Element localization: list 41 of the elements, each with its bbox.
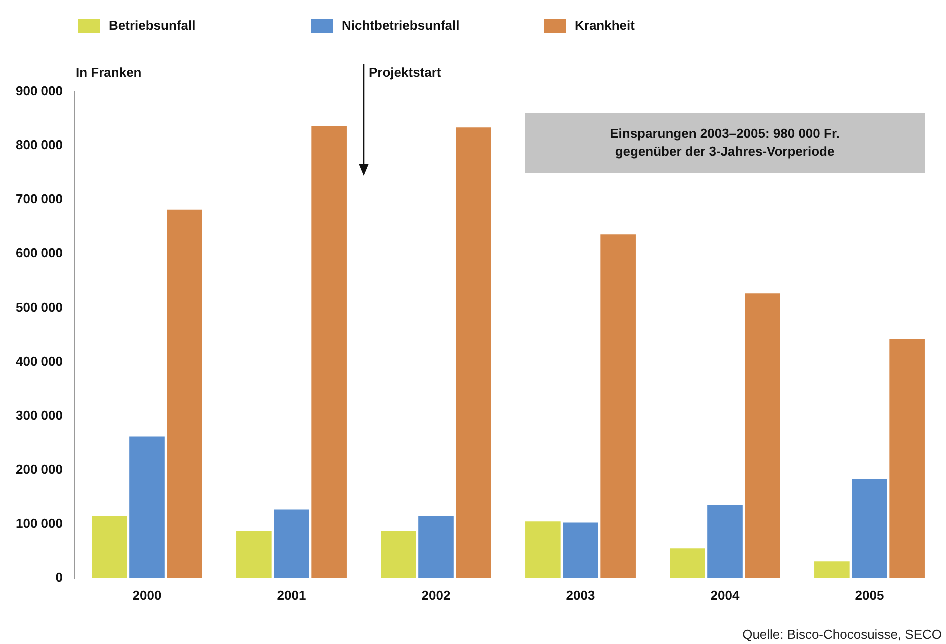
y-tick-label: 600 000 (16, 246, 63, 261)
x-tick-label: 2002 (422, 588, 451, 603)
y-axis-title: In Franken (76, 65, 142, 80)
note-box: Einsparungen 2003–2005: 980 000 Fr. gegenüber der 3-Jahres-Vorperiode (525, 113, 925, 173)
bar (92, 516, 128, 578)
y-tick-label: 300 000 (16, 408, 63, 423)
x-tick-label: 2001 (277, 588, 306, 603)
y-tick-label: 100 000 (16, 516, 63, 531)
bar (745, 294, 780, 578)
bar (236, 531, 272, 578)
bar (312, 126, 347, 578)
x-tick-label: 2003 (566, 588, 596, 603)
text: Projektstart (368, 65, 442, 80)
bar (418, 516, 454, 578)
y-tick-label: 700 000 (16, 192, 63, 207)
bar (814, 562, 850, 578)
source-note: Quelle: Bisco-Chocosuisse, SECO (742, 627, 942, 642)
bar (670, 548, 706, 578)
x-tick-label: 2005 (855, 588, 884, 603)
y-tick-label: 800 000 (16, 138, 63, 153)
bar (563, 522, 598, 578)
y-tick-label: 500 000 (16, 300, 63, 315)
bar (167, 210, 202, 578)
bar (708, 505, 743, 578)
bar (890, 340, 925, 578)
y-tick-label: 200 000 (16, 462, 63, 477)
legend-label: Krankheit (575, 18, 635, 33)
bar (274, 510, 310, 578)
legend-label: Betriebsunfall (109, 18, 196, 33)
bar (381, 531, 416, 578)
bar (526, 522, 561, 578)
x-tick-label: 2000 (132, 588, 162, 603)
y-tick-label: 0 (56, 570, 63, 585)
bar (456, 128, 492, 578)
y-tick-label: 400 000 (16, 354, 63, 369)
x-tick-label: 2004 (710, 588, 740, 603)
y-tick-label: 900 000 (16, 84, 63, 99)
bar (130, 436, 165, 578)
bar (852, 480, 888, 578)
legend-label: Nichtbetriebsunfall (342, 18, 460, 33)
bar (600, 234, 636, 578)
